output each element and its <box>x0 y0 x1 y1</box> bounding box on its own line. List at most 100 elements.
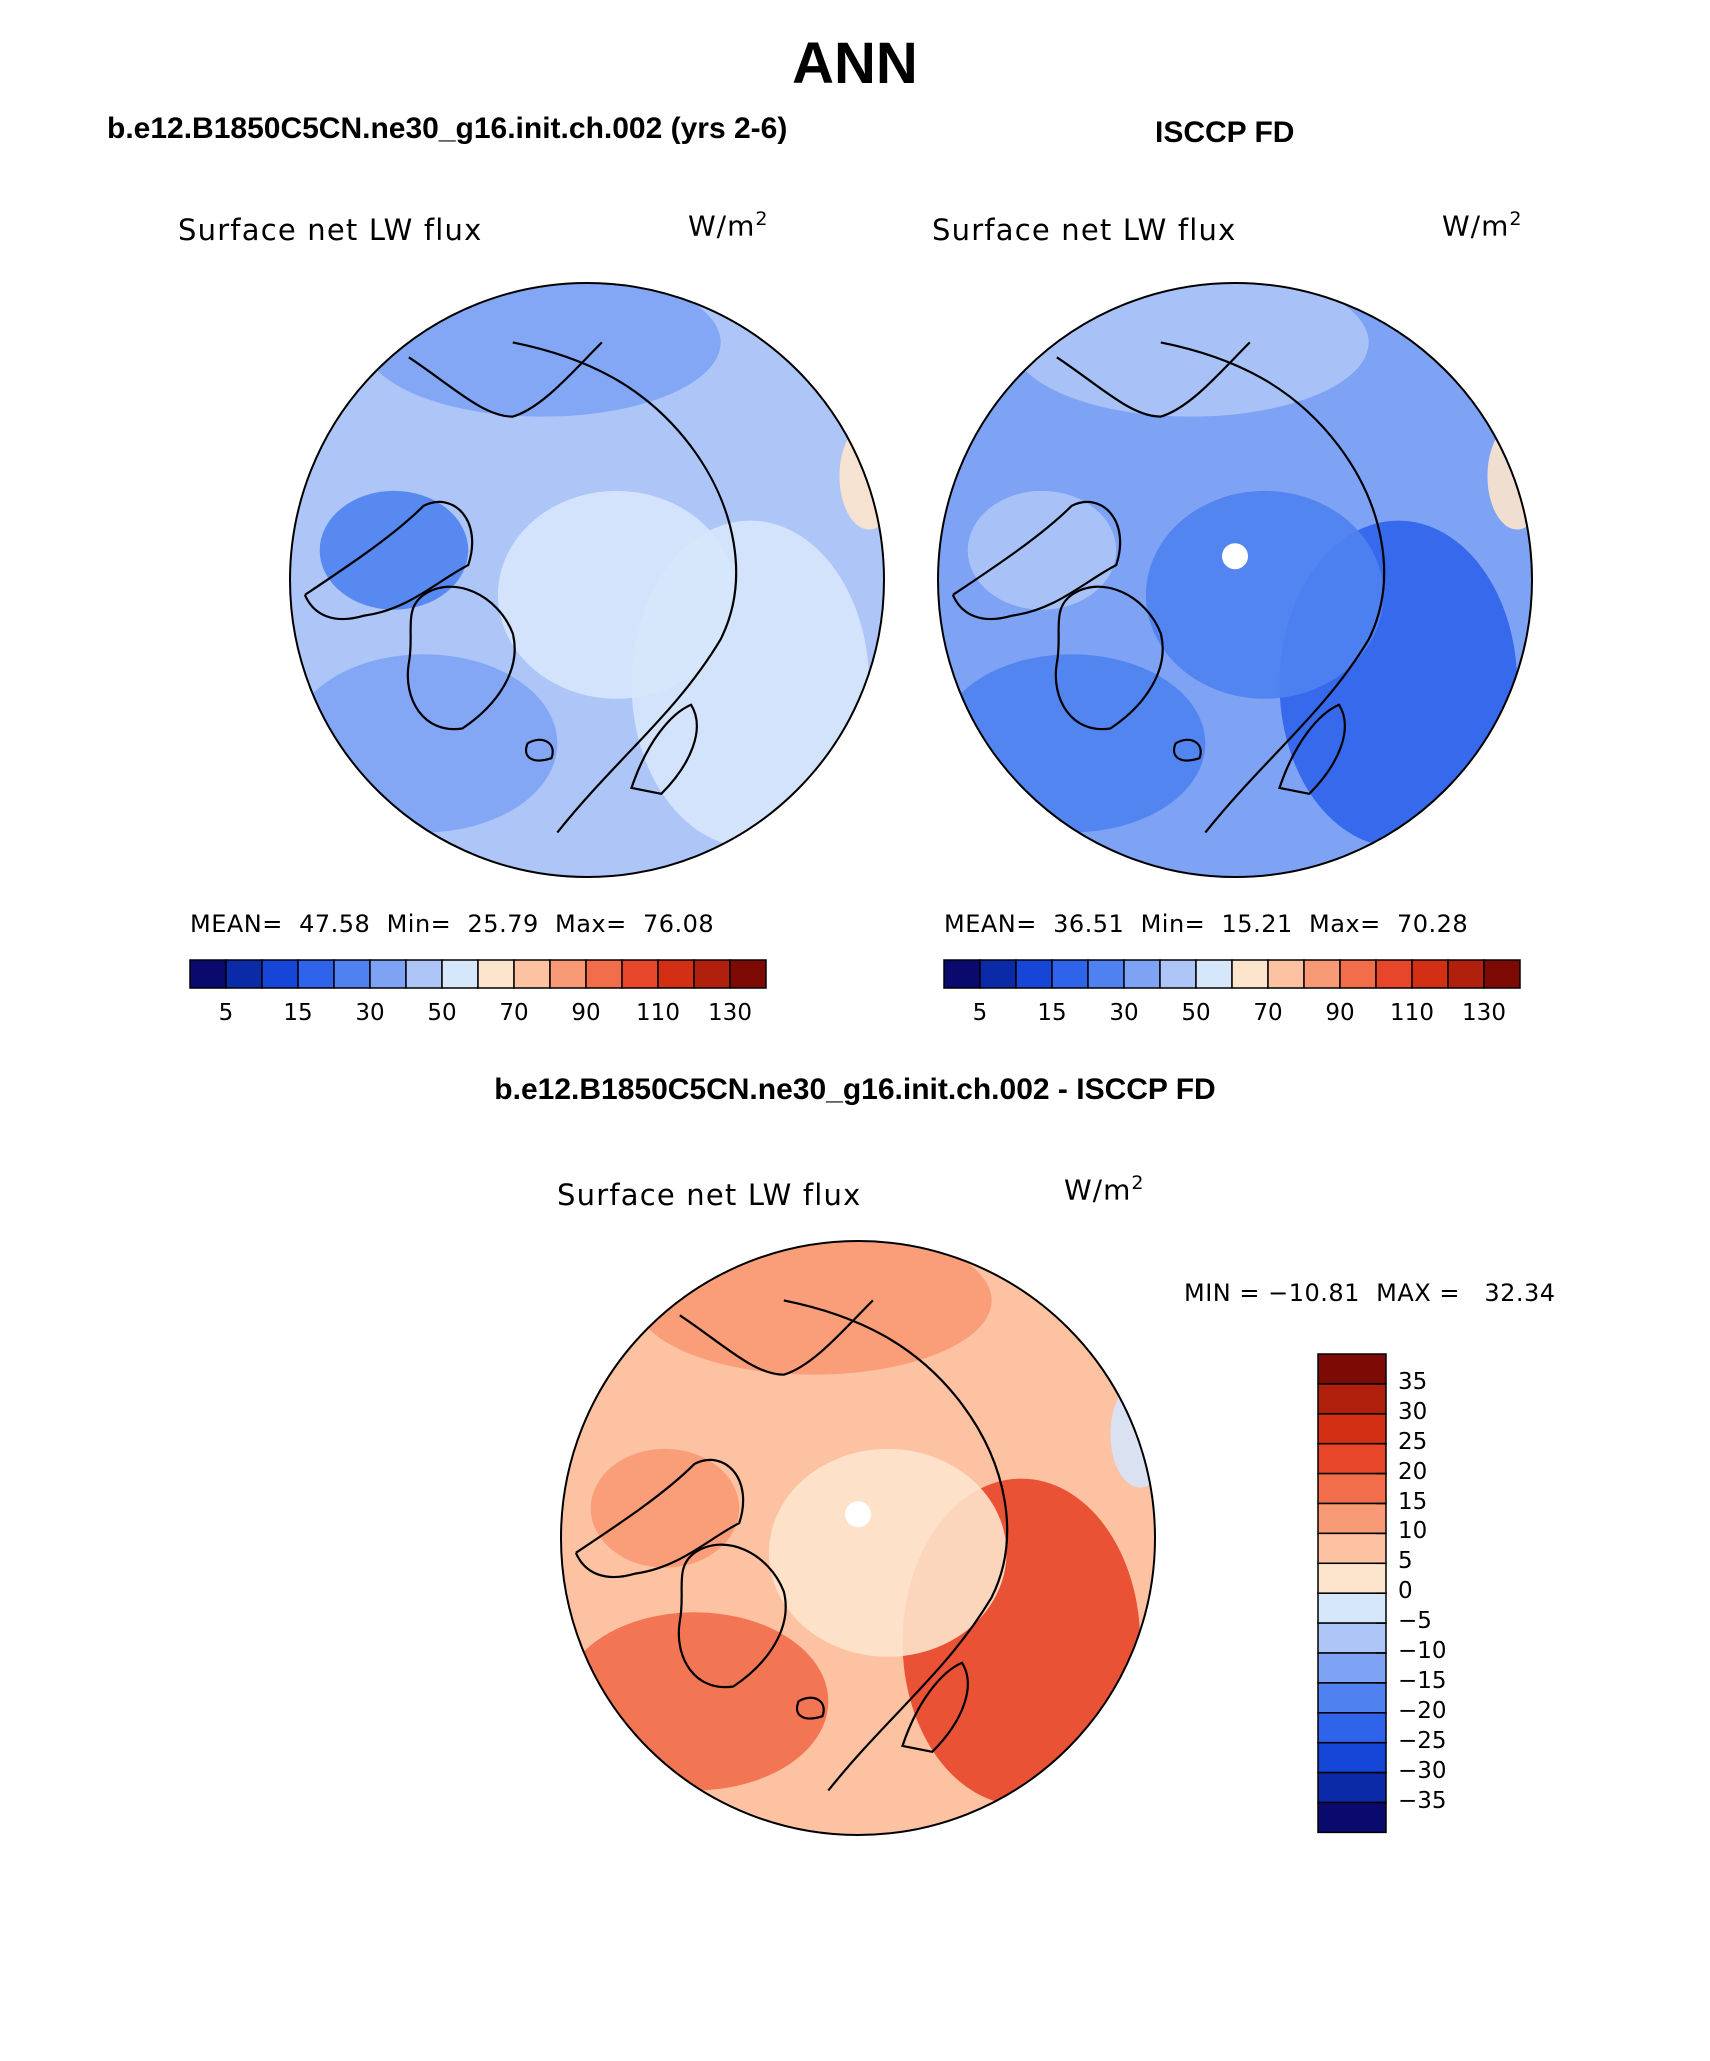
obs-contour-region <box>1012 283 1369 417</box>
diff-contour-region <box>635 1241 992 1375</box>
model-colorbar-tick-label: 5 <box>218 1000 234 1026</box>
diff-colorbar-tick-label: 35 <box>1398 1368 1428 1395</box>
figure-title: ANN <box>792 31 918 96</box>
diff-colorbar-tick-label: 30 <box>1398 1398 1428 1425</box>
obs-panel-title: ISCCP FD <box>1155 116 1295 149</box>
obs-colorbar-tick-label: 5 <box>972 1000 988 1026</box>
model-coastlines <box>303 341 738 834</box>
model-colorbar-box <box>513 959 551 989</box>
obs-colorbar-box <box>1231 959 1269 989</box>
model-colorbar-box <box>585 959 623 989</box>
diff-colorbar-tick-label: −20 <box>1398 1697 1447 1724</box>
model-colorbar-box <box>621 959 659 989</box>
obs-colorbar <box>943 959 1521 989</box>
obs-missing-data-pole <box>1222 543 1248 570</box>
diff-colorbar-box <box>1317 1652 1387 1684</box>
obs-colorbar-box <box>1303 959 1341 989</box>
obs-contour-region <box>1145 490 1384 699</box>
model-contour-region <box>290 654 558 833</box>
obs-colorbar-box <box>1015 959 1053 989</box>
diff-units-label: W/m2 <box>1064 1172 1145 1207</box>
obs-colorbar-box <box>1051 959 1089 989</box>
obs-colorbar-box <box>1087 959 1125 989</box>
diff-colorbar-tick-label: −15 <box>1398 1667 1447 1694</box>
diff-colorbar-box <box>1317 1413 1387 1445</box>
obs-contour-region <box>967 490 1117 610</box>
model-colorbar-tick-label: 30 <box>355 1000 385 1026</box>
diff-colorbar-box <box>1317 1353 1387 1385</box>
obs-colorbar-tick-label: 50 <box>1181 1000 1211 1026</box>
model-colorbar-box <box>405 959 443 989</box>
diff-polar-map <box>560 1240 1156 1836</box>
diff-colorbar-tick-label: −35 <box>1398 1787 1447 1814</box>
diff-colorbar-tick-label: 20 <box>1398 1458 1428 1485</box>
obs-variable-label: Surface net LW flux <box>932 213 1237 247</box>
model-colorbar-box <box>369 959 407 989</box>
diff-colorbar-tick-label: −5 <box>1398 1608 1432 1635</box>
obs-contour-region <box>938 654 1206 833</box>
model-contour-region <box>497 490 736 699</box>
diff-colorbar-tick-label: 25 <box>1398 1428 1428 1455</box>
model-colorbar-box <box>441 959 479 989</box>
diff-map-border <box>560 1240 1156 1836</box>
model-colorbar-box <box>261 959 299 989</box>
diff-colorbar-tick-label: 5 <box>1398 1548 1413 1575</box>
model-units-label: W/m2 <box>688 208 769 243</box>
model-colorbar-tick-label: 130 <box>708 1000 752 1026</box>
model-contour-region <box>364 283 721 417</box>
diff-colorbar-box <box>1317 1592 1387 1624</box>
diff-colorbar-tick-label: 0 <box>1398 1578 1413 1605</box>
model-panel-title: b.e12.B1850C5CN.ne30_g16.init.ch.002 (yr… <box>107 112 788 145</box>
diff-colorbar-tick-label: −10 <box>1398 1638 1447 1664</box>
obs-colorbar-tick-label: 70 <box>1253 1000 1283 1026</box>
obs-stats-text: MEAN= 36.51 Min= 15.21 Max= 70.28 <box>944 910 1469 938</box>
model-colorbar-box <box>693 959 731 989</box>
diff-contour-region <box>590 1448 740 1568</box>
obs-map-border <box>937 282 1533 878</box>
diff-panel-title: b.e12.B1850C5CN.ne30_g16.init.ch.002 - I… <box>494 1073 1216 1106</box>
model-colorbar-tick-label: 15 <box>283 1000 313 1026</box>
obs-colorbar-tick-label: 90 <box>1325 1000 1355 1026</box>
diff-colorbar-box <box>1317 1622 1387 1654</box>
diff-colorbar-box <box>1317 1682 1387 1714</box>
model-colorbar-tick-label: 110 <box>636 1000 680 1026</box>
obs-colorbar-box <box>1447 959 1485 989</box>
obs-colorbar-box <box>1375 959 1413 989</box>
diff-colorbar-tick-label: −25 <box>1398 1727 1447 1754</box>
obs-colorbar-box <box>1339 959 1377 989</box>
obs-colorbar-box <box>1483 959 1521 989</box>
diff-colorbar-box <box>1317 1562 1387 1594</box>
model-contour-region <box>319 490 469 610</box>
obs-colorbar-box <box>1267 959 1305 989</box>
obs-colorbar-tick-label: 15 <box>1037 1000 1067 1026</box>
diff-stats-text: MIN = −10.81 MAX = 32.34 <box>1184 1279 1556 1307</box>
model-colorbar-box <box>657 959 695 989</box>
diff-contour-region <box>561 1612 829 1791</box>
model-colorbar-box <box>333 959 371 989</box>
diff-coastlines <box>574 1299 1009 1792</box>
diff-colorbar-box <box>1317 1442 1387 1475</box>
diff-colorbar-tick-label: 15 <box>1398 1488 1428 1515</box>
obs-polar-map <box>937 282 1533 878</box>
model-colorbar <box>189 959 767 989</box>
diff-colorbar-tick-label: 10 <box>1398 1518 1428 1545</box>
diff-missing-data-pole <box>845 1501 871 1528</box>
diff-colorbar-box <box>1317 1801 1387 1834</box>
model-colorbar-tick-label: 50 <box>427 1000 457 1026</box>
diff-colorbar <box>1317 1353 1387 1834</box>
obs-colorbar-tick-label: 30 <box>1109 1000 1139 1026</box>
model-colorbar-tick-label: 70 <box>499 1000 529 1026</box>
model-polar-map <box>289 282 885 878</box>
model-colorbar-box <box>549 959 587 989</box>
model-colorbar-box <box>189 959 227 989</box>
diff-contour-region <box>768 1448 1007 1657</box>
diff-colorbar-box <box>1317 1771 1387 1804</box>
obs-colorbar-tick-label: 130 <box>1462 1000 1506 1026</box>
obs-colorbar-box <box>1123 959 1161 989</box>
diff-colorbar-box <box>1317 1532 1387 1565</box>
diff-colorbar-box <box>1317 1712 1387 1744</box>
diff-colorbar-box <box>1317 1383 1387 1415</box>
obs-coastlines <box>951 341 1386 834</box>
obs-colorbar-box <box>979 959 1017 989</box>
